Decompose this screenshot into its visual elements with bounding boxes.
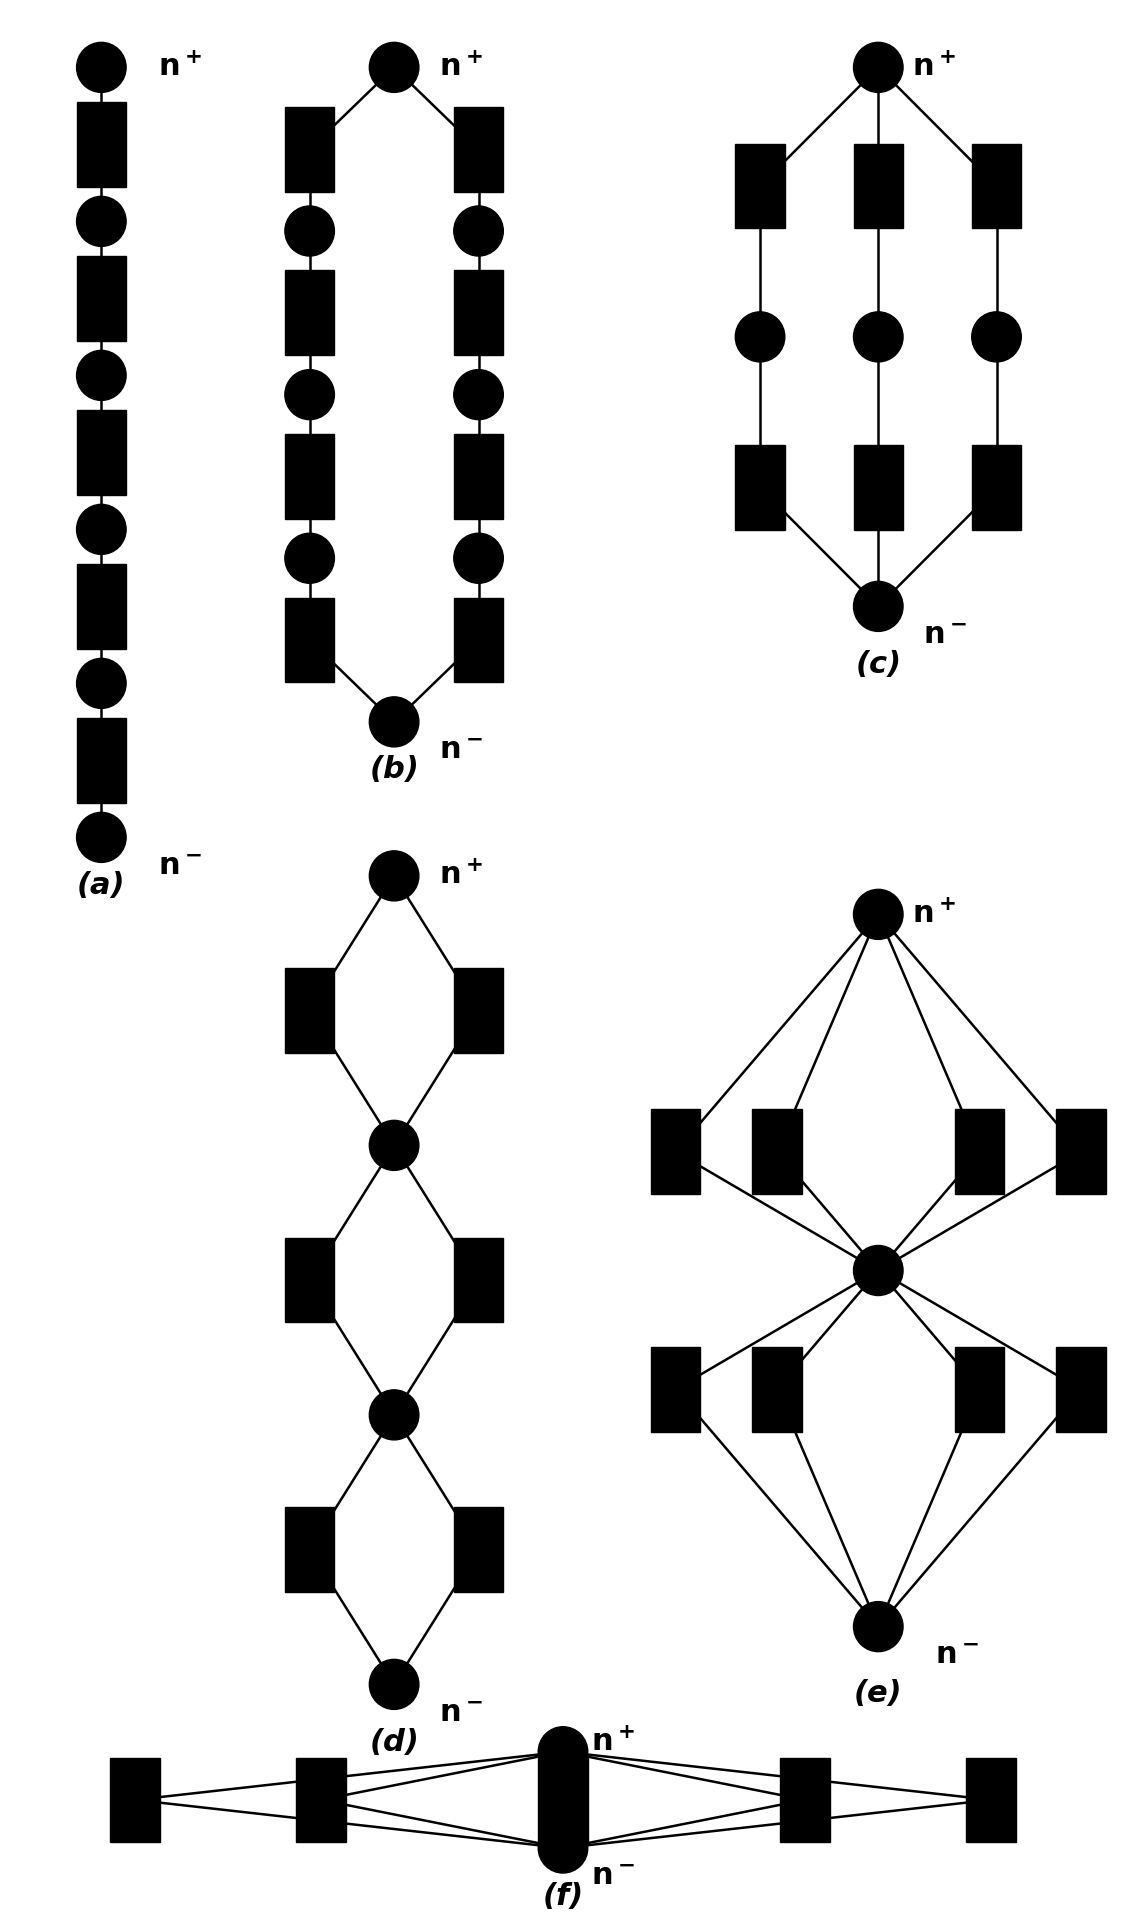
- Ellipse shape: [735, 312, 785, 362]
- Bar: [972, 144, 1021, 229]
- Bar: [752, 1109, 802, 1194]
- Bar: [735, 144, 785, 229]
- Bar: [651, 1348, 700, 1432]
- Bar: [454, 597, 503, 683]
- Ellipse shape: [77, 42, 126, 92]
- Ellipse shape: [972, 312, 1021, 362]
- Bar: [285, 106, 334, 192]
- Bar: [955, 1348, 1004, 1432]
- Bar: [780, 1758, 830, 1842]
- Ellipse shape: [538, 1727, 588, 1777]
- Text: (a): (a): [77, 870, 126, 901]
- Bar: [854, 144, 903, 229]
- Bar: [296, 1758, 346, 1842]
- Bar: [285, 597, 334, 683]
- Ellipse shape: [854, 889, 903, 939]
- Text: $\mathbf{n^+}$: $\mathbf{n^+}$: [912, 899, 956, 930]
- Text: (b): (b): [369, 755, 419, 785]
- Ellipse shape: [77, 658, 126, 708]
- Text: (e): (e): [854, 1679, 903, 1709]
- Ellipse shape: [285, 533, 334, 583]
- Ellipse shape: [77, 504, 126, 554]
- Bar: [1056, 1348, 1106, 1432]
- Bar: [77, 718, 126, 803]
- Bar: [77, 256, 126, 341]
- Text: $\mathbf{n^+}$: $\mathbf{n^+}$: [439, 52, 483, 83]
- Ellipse shape: [369, 697, 419, 747]
- Ellipse shape: [285, 206, 334, 256]
- Text: $\mathbf{n^+}$: $\mathbf{n^+}$: [158, 52, 202, 83]
- Ellipse shape: [369, 42, 419, 92]
- Ellipse shape: [369, 851, 419, 901]
- Bar: [735, 445, 785, 529]
- Bar: [77, 564, 126, 649]
- Bar: [1056, 1109, 1106, 1194]
- Bar: [77, 410, 126, 495]
- Bar: [651, 1109, 700, 1194]
- Text: (c): (c): [856, 649, 901, 680]
- Bar: [285, 1507, 334, 1592]
- Text: $\mathbf{n^-}$: $\mathbf{n^-}$: [439, 735, 483, 766]
- Bar: [454, 106, 503, 192]
- Text: $\mathbf{n^-}$: $\mathbf{n^-}$: [439, 1698, 483, 1729]
- Ellipse shape: [77, 812, 126, 862]
- Text: $\mathbf{n^+}$: $\mathbf{n^+}$: [439, 860, 483, 891]
- Bar: [454, 435, 503, 520]
- Bar: [110, 1758, 160, 1842]
- Text: $\mathbf{n^+}$: $\mathbf{n^+}$: [591, 1727, 635, 1758]
- Bar: [77, 102, 126, 187]
- Ellipse shape: [369, 1659, 419, 1709]
- Ellipse shape: [454, 370, 503, 420]
- Bar: [955, 1109, 1004, 1194]
- Ellipse shape: [285, 370, 334, 420]
- Bar: [285, 435, 334, 520]
- Bar: [752, 1348, 802, 1432]
- Ellipse shape: [538, 1823, 588, 1873]
- Ellipse shape: [369, 1390, 419, 1440]
- Ellipse shape: [369, 1120, 419, 1170]
- Text: (f): (f): [543, 1881, 583, 1912]
- Text: (d): (d): [369, 1727, 419, 1758]
- Bar: [285, 1238, 334, 1322]
- Bar: [454, 1238, 503, 1322]
- Text: $\mathbf{n^-}$: $\mathbf{n^-}$: [591, 1861, 635, 1892]
- Bar: [285, 271, 334, 356]
- Text: $\mathbf{n^-}$: $\mathbf{n^-}$: [923, 620, 967, 651]
- Ellipse shape: [454, 206, 503, 256]
- Ellipse shape: [854, 1245, 903, 1296]
- Ellipse shape: [77, 196, 126, 246]
- Text: $\mathbf{n^-}$: $\mathbf{n^-}$: [158, 851, 202, 882]
- Bar: [854, 445, 903, 529]
- Ellipse shape: [854, 1602, 903, 1652]
- Ellipse shape: [854, 312, 903, 362]
- Bar: [538, 1758, 588, 1842]
- Bar: [972, 445, 1021, 529]
- Ellipse shape: [854, 581, 903, 631]
- Bar: [454, 968, 503, 1053]
- Ellipse shape: [854, 42, 903, 92]
- Text: $\mathbf{n^-}$: $\mathbf{n^-}$: [935, 1640, 978, 1671]
- Bar: [454, 1507, 503, 1592]
- Bar: [966, 1758, 1016, 1842]
- Bar: [454, 271, 503, 356]
- Bar: [285, 968, 334, 1053]
- Text: $\mathbf{n^+}$: $\mathbf{n^+}$: [912, 52, 956, 83]
- Ellipse shape: [454, 533, 503, 583]
- Ellipse shape: [77, 350, 126, 400]
